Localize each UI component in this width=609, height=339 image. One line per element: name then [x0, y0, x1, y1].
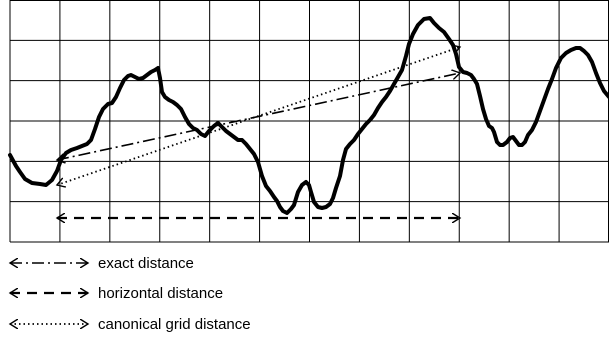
- legend-item-horizontal: horizontal distance: [10, 285, 223, 302]
- grid: [9, 0, 609, 243]
- legend: exact distance horizontal distance canon…: [10, 255, 251, 333]
- legend-label-exact: exact distance: [98, 255, 194, 272]
- legend-label-horizontal: horizontal distance: [98, 285, 223, 302]
- legend-item-exact: exact distance: [10, 255, 194, 272]
- legend-item-canonical: canonical grid distance: [10, 316, 251, 333]
- legend-label-canonical: canonical grid distance: [98, 316, 251, 333]
- canonical-grid-distance-arrow: [57, 47, 460, 185]
